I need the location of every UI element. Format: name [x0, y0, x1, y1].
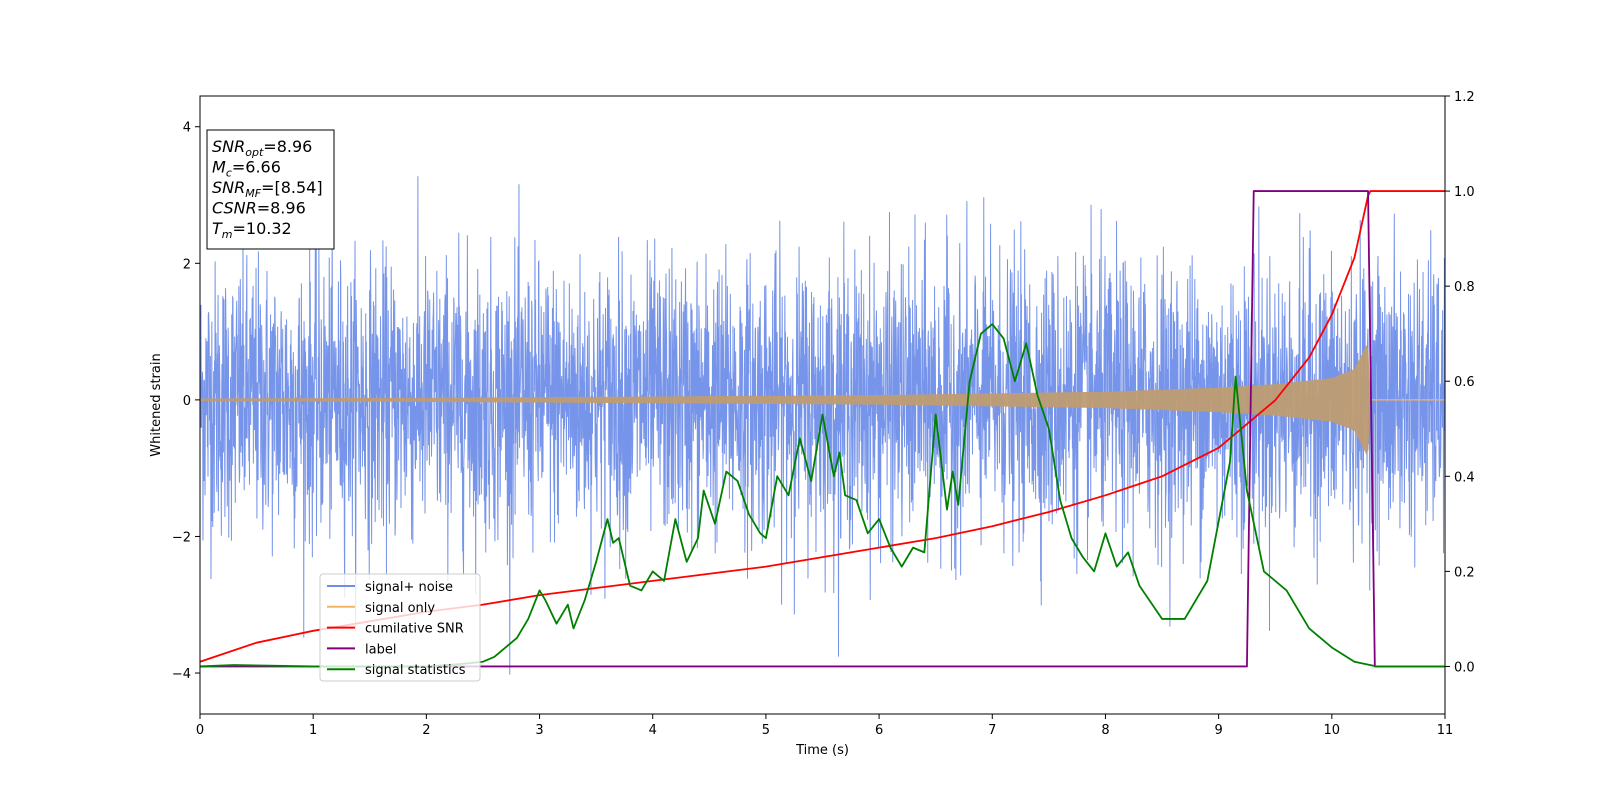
info-snr_opt: SNRopt=8.96 [212, 137, 312, 159]
legend-label: label [365, 642, 396, 657]
x-tick-label: 2 [422, 723, 430, 738]
x-tick-label: 10 [1324, 723, 1341, 738]
series-signal-only-envelope [200, 345, 1371, 455]
y-right-tick-label: 0.0 [1454, 660, 1475, 675]
y-left-tick-label: 0 [183, 394, 191, 409]
x-tick-label: 9 [1214, 723, 1222, 738]
x-tick-label: 11 [1437, 723, 1454, 738]
series-signal-statistics-line [200, 323, 1445, 668]
y-left-tick-label: 4 [183, 121, 191, 136]
x-tick-label: 4 [649, 723, 657, 738]
axes-frame [199, 95, 1446, 715]
legend-label: cumilative SNR [365, 622, 464, 637]
info-box: SNRopt=8.96Mc=6.66SNRMF=[8.54]CSNR=8.96T… [206, 129, 335, 250]
legend: signal+ noise signal only cumilative SNR la… [319, 573, 481, 682]
info-csnr: CSNR=8.96 [212, 199, 306, 218]
info-mc: Mc=6.66 [212, 158, 281, 180]
legend-frame [319, 573, 481, 682]
x-tick-label: 1 [309, 723, 317, 738]
y-right-tick-label: 0.2 [1454, 565, 1475, 580]
y-axis-title: Whitened strain [149, 353, 164, 456]
y-left-tick-label: 2 [183, 257, 191, 272]
legend-label: signal only [365, 601, 435, 616]
x-tick-label: 5 [762, 723, 770, 738]
info-tm: Tm=10.32 [212, 219, 292, 241]
info-box-frame [206, 129, 335, 250]
x-tick-label: 7 [988, 723, 996, 738]
legend-label: signal statistics [365, 663, 466, 678]
x-tick-label: 8 [1101, 723, 1109, 738]
x-tick-label: 3 [535, 723, 543, 738]
y-right-tick-label: 1.0 [1454, 185, 1475, 200]
y-right-tick-label: 1.2 [1454, 90, 1475, 105]
info-snr_mf: SNRMF=[8.54] [212, 178, 323, 200]
y-left-tick-label: −4 [172, 667, 191, 682]
y-right-tick-label: 0.8 [1454, 280, 1475, 295]
axes: 0 1 2 3 4 5 6 7 8 9 10 11 −4 −2 0 2 4 0.0 0.2 0.4 0.6 0.8 1.0 1… [172, 90, 1475, 738]
x-tick-label: 0 [196, 723, 204, 738]
x-axis-title: Time (s) [795, 743, 849, 758]
x-tick-label: 6 [875, 723, 883, 738]
y-right-tick-label: 0.6 [1454, 375, 1475, 390]
legend-label: signal+ noise [365, 580, 453, 595]
y-right-tick-label: 0.4 [1454, 470, 1475, 485]
y-left-tick-label: −2 [172, 530, 191, 545]
